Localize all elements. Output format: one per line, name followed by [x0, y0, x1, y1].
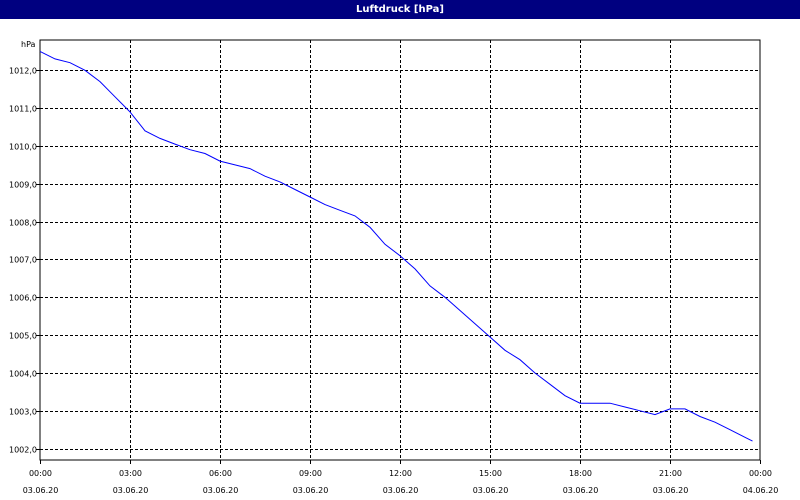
- x-tick-date: 03.06.20: [653, 486, 689, 495]
- x-tick-time: 18:00: [569, 469, 592, 478]
- y-tick-label: 1009,0: [9, 181, 37, 190]
- x-tick-date: 04.06.20: [743, 486, 779, 495]
- y-tick-label: 1005,0: [9, 332, 37, 341]
- x-axis-ticks: 00:00 03.06.20 03:00 03.06.20 06:00 03.06.20 0…: [23, 460, 779, 495]
- y-tick-label: 1011,0: [9, 105, 37, 114]
- y-tick-label: 1004,0: [9, 370, 37, 379]
- x-tick-date: 03.06.20: [383, 486, 419, 495]
- series-layer: [39, 50, 753, 442]
- y-tick-label: 1010,0: [9, 143, 37, 152]
- y-axis-label: hPa: [21, 40, 36, 49]
- x-tick-time: 21:00: [659, 469, 682, 478]
- y-tick-label: 1008,0: [9, 219, 37, 228]
- x-tick-time: 03:00: [119, 469, 142, 478]
- x-tick-date: 03.06.20: [113, 486, 149, 495]
- x-tick-time: 09:00: [299, 469, 322, 478]
- chart-title: Luftdruck [hPa]: [0, 0, 800, 19]
- y-axis-ticks: 1012,0 1011,0 1010,0 1009,0 1008,0 1007,0 1006…: [9, 67, 40, 455]
- series-line: [39, 50, 753, 442]
- y-tick-label: 1003,0: [9, 408, 37, 417]
- x-tick-date: 03.06.20: [563, 486, 599, 495]
- x-tick-date: 03.06.20: [23, 486, 59, 495]
- x-tick-time: 12:00: [389, 469, 412, 478]
- x-tick-time: 06:00: [209, 469, 232, 478]
- x-tick-time: 00:00: [29, 469, 52, 478]
- x-tick-date: 03.06.20: [473, 486, 509, 495]
- y-tick-label: 1002,0: [9, 446, 37, 455]
- grid: [40, 40, 760, 460]
- y-tick-label: 1006,0: [9, 294, 37, 303]
- x-tick-date: 03.06.20: [293, 486, 329, 495]
- y-tick-label: 1012,0: [9, 67, 37, 76]
- x-tick-time: 00:00: [749, 469, 772, 478]
- y-tick-label: 1007,0: [9, 256, 37, 265]
- x-tick-time: 15:00: [479, 469, 502, 478]
- x-tick-date: 03.06.20: [203, 486, 239, 495]
